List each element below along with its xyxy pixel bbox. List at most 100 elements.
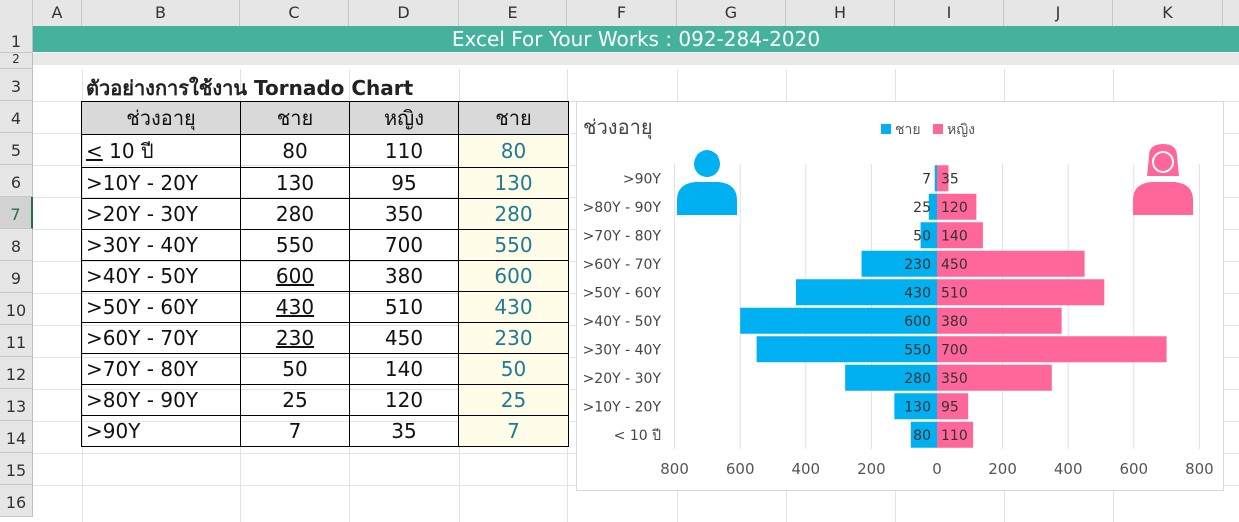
row-header-15[interactable]: 15 (0, 453, 33, 485)
female-count-cell[interactable]: 450 (349, 322, 459, 354)
age-range-cell[interactable]: >80Y - 90Y (81, 384, 241, 416)
male-count-copy-cell[interactable]: 50 (458, 353, 569, 385)
age-range-cell[interactable]: >30Y - 40Y (81, 229, 241, 261)
table-row: >70Y - 80Y 50 140 50 (81, 353, 569, 385)
category-label: >70Y - 80Y (583, 228, 662, 244)
male-data-label: 7 (922, 171, 931, 187)
male-count-copy-cell[interactable]: 600 (458, 260, 569, 292)
header-cell[interactable]: ช่วงอายุ (81, 101, 241, 135)
female-data-label: 380 (941, 314, 968, 330)
male-count-copy-cell[interactable]: 130 (458, 167, 569, 199)
female-data-label: 110 (941, 428, 968, 444)
row-header-2[interactable]: 2 (0, 53, 33, 69)
column-header-k[interactable]: K (1113, 0, 1223, 26)
row-header-4[interactable]: 4 (0, 101, 33, 133)
age-range-cell[interactable]: >40Y - 50Y (81, 260, 241, 292)
age-range-cell[interactable]: >50Y - 60Y (81, 291, 241, 323)
row-header-13[interactable]: 13 (0, 389, 33, 421)
legend-label: หญิง (947, 122, 975, 138)
female-data-label: 700 (941, 342, 968, 358)
female-count-cell[interactable]: 95 (349, 167, 459, 199)
age-range-cell[interactable]: >20Y - 30Y (81, 198, 241, 230)
age-range-cell[interactable]: >10Y - 20Y (81, 167, 241, 199)
male-count-cell[interactable]: 80 (240, 134, 350, 168)
table-row: >20Y - 30Y 280 350 280 (81, 198, 569, 230)
row-header-14[interactable]: 14 (0, 421, 33, 453)
column-header-j[interactable]: J (1004, 0, 1113, 26)
male-count-cell[interactable]: 50 (240, 353, 350, 385)
female-count-cell[interactable]: 350 (349, 198, 459, 230)
column-header-c[interactable]: C (240, 0, 349, 26)
column-header-b[interactable]: B (82, 0, 240, 26)
header-cell[interactable]: ชาย (240, 101, 350, 135)
male-count-cell[interactable]: 25 (240, 384, 350, 416)
age-range-cell[interactable]: < 10 ปี (81, 134, 241, 168)
male-count-cell[interactable]: 130 (240, 167, 350, 199)
row-header-5[interactable]: 5 (0, 133, 33, 165)
row-header-12[interactable]: 12 (0, 357, 33, 389)
age-range-label: >70Y - 80Y (86, 357, 199, 381)
select-all-corner[interactable] (0, 0, 33, 26)
column-header-e[interactable]: E (459, 0, 567, 26)
male-count-copy-cell[interactable]: 80 (458, 134, 569, 168)
column-header-i[interactable]: I (895, 0, 1004, 26)
column-header-h[interactable]: H (786, 0, 895, 26)
male-bar (920, 222, 937, 249)
header-cell[interactable]: หญิง (349, 101, 459, 135)
age-range-label: >30Y - 40Y (86, 233, 199, 257)
table-row: < 10 ปี 80 110 80 (81, 134, 569, 168)
female-count-cell[interactable]: 700 (349, 229, 459, 261)
male-count-copy-cell[interactable]: 430 (458, 291, 569, 323)
legend-swatch (933, 124, 943, 134)
female-count-cell[interactable]: 510 (349, 291, 459, 323)
male-count-copy-cell[interactable]: 550 (458, 229, 569, 261)
row-header-3[interactable]: 3 (0, 69, 33, 101)
column-header-f[interactable]: F (567, 0, 677, 26)
male-count-cell[interactable]: 430 (240, 291, 350, 323)
x-tick-label: 800 (1185, 460, 1214, 478)
age-range-cell[interactable]: >60Y - 70Y (81, 322, 241, 354)
male-count-cell[interactable]: 230 (240, 322, 350, 354)
female-count-cell-value: 350 (384, 202, 424, 226)
tornado-chart[interactable]: ช่วงอายุ ชาย หญิง 80 110 < 10 ปี 130 95 >10Y - 2… (576, 101, 1224, 491)
male-count-cell[interactable]: 550 (240, 229, 350, 261)
row-header-9[interactable]: 9 (0, 261, 33, 293)
female-count-cell-value: 380 (384, 264, 424, 288)
row-header-1[interactable]: 1 (0, 26, 33, 53)
female-count-cell[interactable]: 110 (349, 134, 459, 168)
age-range-cell[interactable]: >70Y - 80Y (81, 353, 241, 385)
column-header-g[interactable]: G (677, 0, 786, 26)
male-count-cell[interactable]: 280 (240, 198, 350, 230)
male-data-label: 600 (904, 314, 931, 330)
male-count-copy-cell-value: 430 (494, 295, 533, 319)
row-2-fill (33, 53, 1239, 65)
row-header-7[interactable]: 7 (0, 197, 33, 229)
male-count-copy-cell[interactable]: 280 (458, 198, 569, 230)
male-count-copy-cell[interactable]: 7 (458, 415, 569, 447)
female-count-cell[interactable]: 380 (349, 260, 459, 292)
female-count-cell[interactable]: 140 (349, 353, 459, 385)
row-header-10[interactable]: 10 (0, 293, 33, 325)
female-count-cell-value: 120 (384, 388, 424, 412)
row-header-6[interactable]: 6 (0, 165, 33, 197)
column-header-a[interactable]: A (33, 0, 82, 26)
male-count-copy-cell[interactable]: 230 (458, 322, 569, 354)
table-row: >10Y - 20Y 130 95 130 (81, 167, 569, 199)
column-header-d[interactable]: D (349, 0, 459, 26)
female-count-cell[interactable]: 120 (349, 384, 459, 416)
row-header-16[interactable]: 16 (0, 485, 33, 517)
male-count-copy-cell[interactable]: 25 (458, 384, 569, 416)
age-range-cell[interactable]: >90Y (81, 415, 241, 447)
male-data-label: 280 (904, 371, 931, 387)
female-count-cell[interactable]: 35 (349, 415, 459, 447)
row-header-8[interactable]: 8 (0, 229, 33, 261)
male-count-cell[interactable]: 7 (240, 415, 350, 447)
less-or-equal-symbol: < (86, 139, 103, 163)
female-count-cell-value: 95 (391, 171, 417, 195)
header-cell[interactable]: ชาย (458, 101, 569, 135)
x-tick-label: 0 (932, 460, 942, 478)
female-data-label: 95 (941, 399, 959, 415)
table-row: >40Y - 50Y 600 380 600 (81, 260, 569, 292)
male-count-cell[interactable]: 600 (240, 260, 350, 292)
row-header-11[interactable]: 11 (0, 325, 33, 357)
